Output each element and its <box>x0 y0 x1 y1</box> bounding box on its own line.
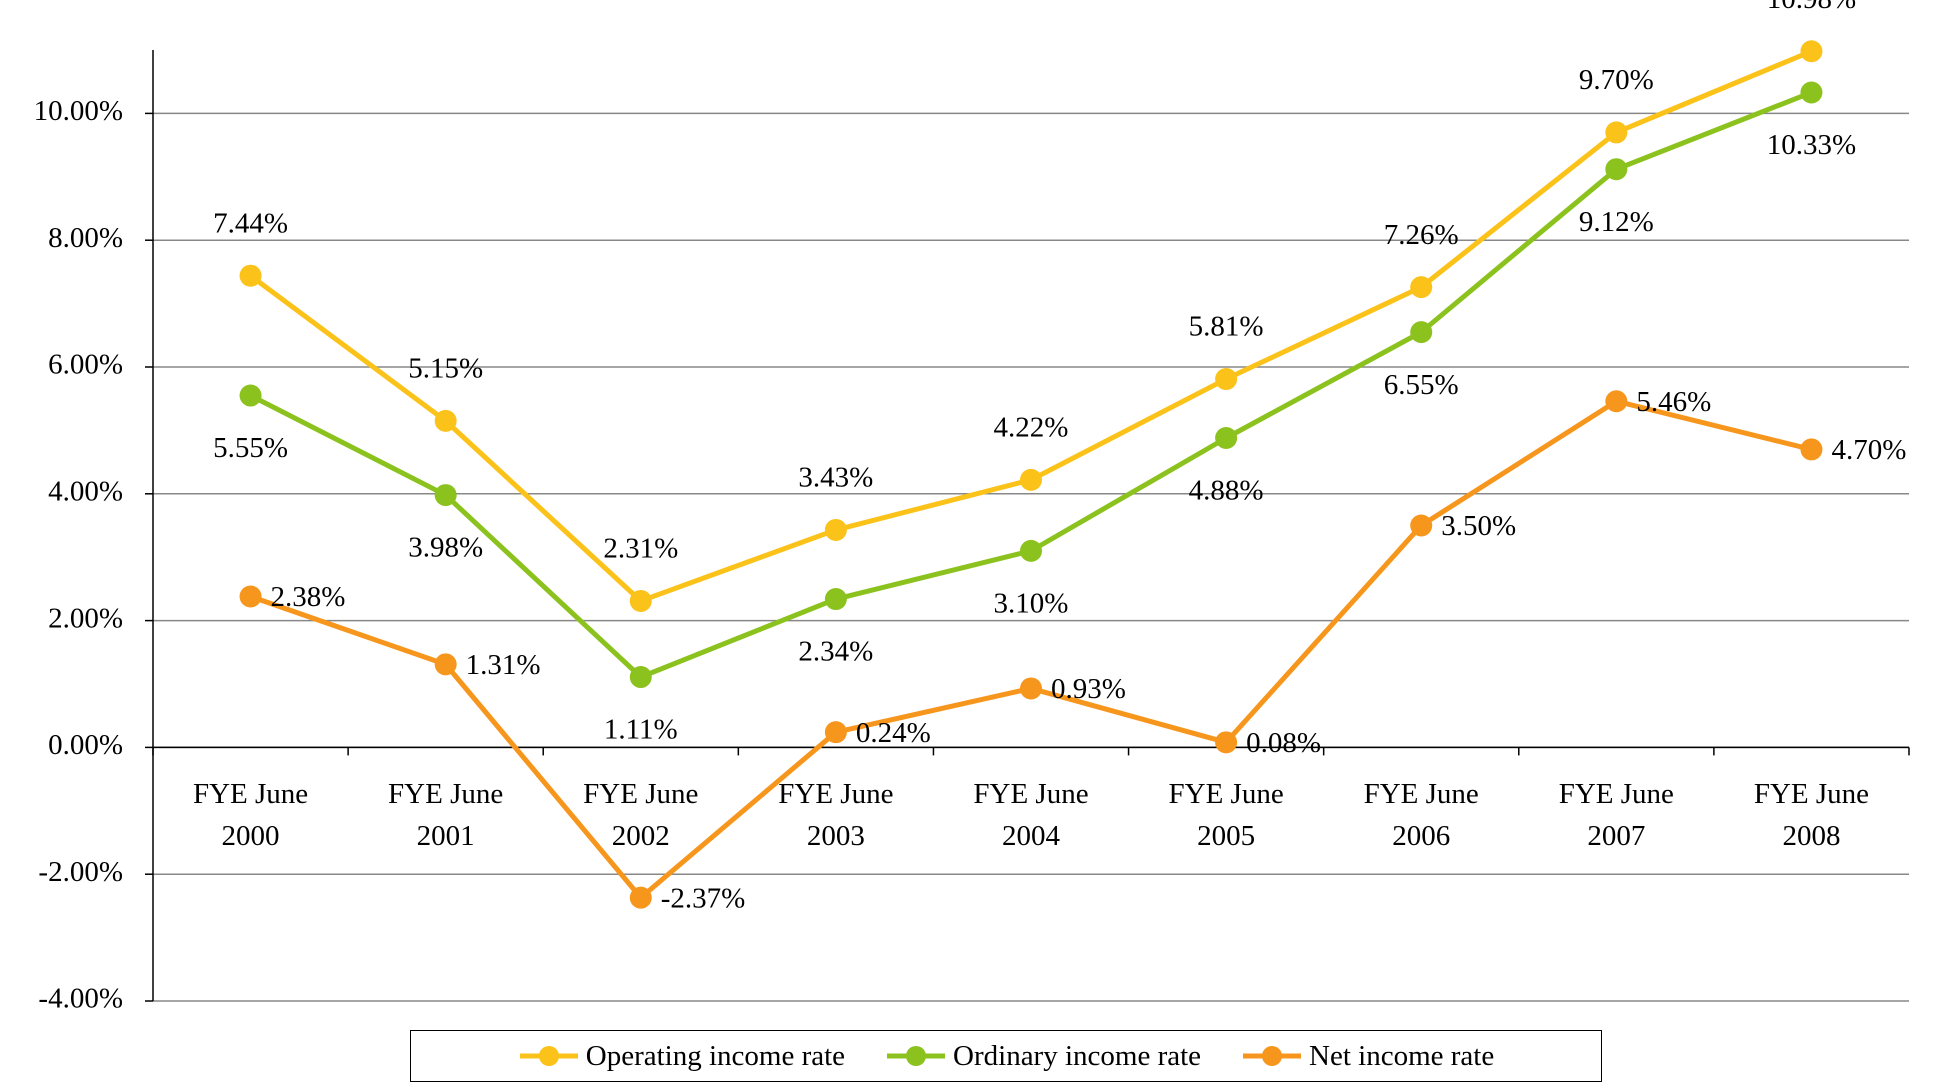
y-tick-label: 10.00% <box>34 95 123 127</box>
chart: -4.00% -2.00% 0.00% 2.00% 4.00% 6.00% 8.00% 10.… <box>34 0 1910 1015</box>
data-point <box>1215 427 1238 450</box>
data-label: 7.44% <box>213 207 288 239</box>
data-label: 5.15% <box>408 353 483 385</box>
data-label: 2.38% <box>271 581 346 613</box>
legend-marker <box>906 1046 927 1066</box>
data-label: 1.11% <box>604 714 678 746</box>
data-label: 2.31% <box>603 533 678 565</box>
data-label: 0.93% <box>1051 673 1126 705</box>
x-tick-label: FYE June 2002 <box>583 778 699 853</box>
data-point <box>1800 40 1823 63</box>
data-point <box>824 518 847 541</box>
data-point <box>824 721 847 744</box>
x-tick-label: FYE June 2005 <box>1168 778 1284 853</box>
legend-item: Ordinary income rate <box>885 1040 1201 1073</box>
data-point <box>629 666 652 689</box>
data-point <box>1410 321 1433 344</box>
data-point <box>1800 81 1823 104</box>
data-label: 3.50% <box>1441 510 1516 542</box>
legend-marker <box>1262 1046 1283 1066</box>
data-label: 5.46% <box>1636 386 1711 418</box>
legend-item: Net income rate <box>1241 1040 1494 1073</box>
data-label: 4.88% <box>1189 475 1264 507</box>
data-point <box>239 384 262 407</box>
data-label: 4.22% <box>994 412 1069 444</box>
x-tick-label: FYE June 2003 <box>778 778 894 853</box>
x-tick-label: FYE June 2001 <box>388 778 504 853</box>
data-point <box>1020 677 1042 700</box>
data-label: 9.70% <box>1579 64 1654 96</box>
data-label: -2.37% <box>661 882 746 914</box>
x-tick-label: FYE June 2000 <box>192 778 309 853</box>
series-line <box>249 48 1813 604</box>
legend-swatch <box>1243 1046 1302 1066</box>
data-label: 2.34% <box>798 636 873 668</box>
data-label: 5.81% <box>1189 311 1264 343</box>
y-tick-label: 2.00% <box>48 602 123 634</box>
x-tick-label: FYE June 2004 <box>973 778 1089 853</box>
x-tick-label: FYE June 2008 <box>1753 778 1870 853</box>
data-point <box>239 585 262 608</box>
data-label: 3.43% <box>798 462 873 494</box>
data-point <box>1410 514 1433 537</box>
data-point <box>629 886 652 909</box>
legend-marker <box>538 1046 559 1066</box>
data-label: 0.24% <box>856 717 931 749</box>
x-tick-label: FYE June 2007 <box>1558 778 1674 853</box>
data-label: 0.08% <box>1246 727 1321 759</box>
data-point <box>1215 731 1238 754</box>
data-point <box>434 484 457 507</box>
data-point <box>434 653 457 676</box>
data-label: 10.33% <box>1767 129 1856 161</box>
data-point <box>1800 438 1823 461</box>
x-tick-label: FYE June 2006 <box>1363 778 1479 853</box>
data-label: 5.55% <box>213 432 288 464</box>
y-tick-label: 8.00% <box>48 222 123 254</box>
y-tick-label: -2.00% <box>38 856 123 888</box>
data-label: 3.10% <box>994 588 1069 620</box>
legend: Operating income rate Ordinary income rat… <box>410 1030 1602 1082</box>
data-label: 7.26% <box>1384 219 1459 251</box>
data-point <box>434 409 457 432</box>
legend-label: Net income rate <box>1309 1039 1495 1072</box>
data-point <box>1605 158 1628 181</box>
data-point <box>629 589 652 612</box>
legend-swatch <box>887 1046 946 1066</box>
data-point <box>1215 368 1238 391</box>
data-point <box>1605 121 1628 144</box>
y-tick-label: -4.00% <box>38 983 123 1015</box>
data-point <box>1020 539 1042 562</box>
data-label: 6.55% <box>1384 369 1459 401</box>
data-label: 1.31% <box>466 649 541 681</box>
data-label: 10.98% <box>1767 0 1856 15</box>
legend-swatch <box>519 1046 578 1066</box>
data-point <box>1020 468 1042 491</box>
data-point <box>824 588 847 611</box>
data-label: 4.70% <box>1831 434 1906 466</box>
data-point <box>1605 390 1628 413</box>
data-point <box>239 264 262 287</box>
legend-label: Ordinary income rate <box>953 1039 1202 1072</box>
legend-label: Operating income rate <box>585 1039 846 1072</box>
data-label: 9.12% <box>1579 206 1654 238</box>
y-tick-label: 4.00% <box>48 475 123 507</box>
data-point <box>1410 276 1433 299</box>
data-label: 3.98% <box>408 532 483 564</box>
legend-item: Operating income rate <box>518 1040 845 1073</box>
y-tick-label: 6.00% <box>48 349 123 381</box>
y-tick-label: 0.00% <box>48 729 123 761</box>
